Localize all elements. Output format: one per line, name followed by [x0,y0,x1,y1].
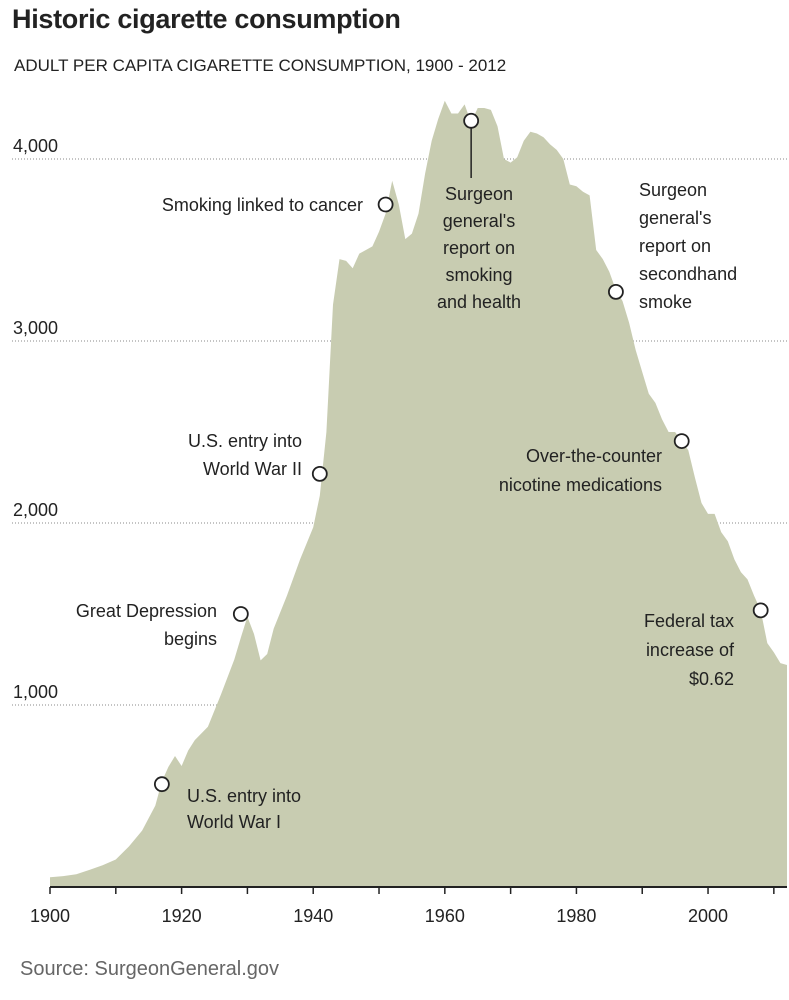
annotation-label: U.S. entry into [188,431,302,451]
annotation-marker [311,465,328,482]
axes: 1900 1920 1940 1960 1980 2000 [30,886,787,926]
x-tick-label: 1960 [425,906,465,926]
annotation-label: World War II [203,459,302,479]
annotation-label: nicotine medications [499,475,662,495]
annotation-label: secondhand [639,264,737,284]
chart-subtitle: ADULT PER CAPITA CIGARETTE CONSUMPTION, … [14,56,507,75]
annotation-label: begins [164,629,217,649]
annotation-label: and health [437,292,521,312]
annotation-label: Over-the-counter [526,446,662,466]
y-tick-label: 1,000 [13,682,58,702]
annotation-marker [673,433,690,450]
x-tick-label: 1920 [162,906,202,926]
annotation-marker [153,776,170,793]
annotation-marker [608,283,624,300]
source-note: Source: SurgeonGeneral.gov [20,958,280,980]
annotation-label: Great Depression [76,601,217,621]
annotation-marker [463,112,480,129]
annotation-marker [377,196,394,213]
x-tick-label: 1900 [30,906,70,926]
x-tick-label: 2000 [688,906,728,926]
annotation-label: U.S. entry into [187,786,301,806]
annotation-marker [232,606,249,622]
annotation-label: report on [639,236,711,256]
consumption-area [50,100,787,888]
annotation-label: report on [443,238,515,258]
annotation-label: smoking [445,265,512,285]
y-tick-label: 3,000 [13,318,58,338]
x-tick-label: 1980 [556,906,596,926]
annotations: U.S. entry into World War I Great Depressi… [76,112,769,832]
annotation-label: smoke [639,292,692,312]
annotation-marker [752,602,769,619]
annotation-label: increase of [646,640,735,660]
annotation-label: World War I [187,812,281,832]
annotation-label: general's [639,208,711,228]
chart-title: Historic cigarette consumption [12,4,401,34]
annotation-label: Smoking linked to cancer [162,195,363,215]
annotation-label: Surgeon [639,180,707,200]
y-tick-label: 4,000 [13,136,58,156]
annotation-label: Surgeon [445,184,513,204]
annotation-label: $0.62 [689,669,734,689]
annotation-label: general's [443,211,515,231]
annotation-label: Federal tax [644,611,734,631]
y-tick-label: 2,000 [13,500,58,520]
x-tick-label: 1940 [293,906,333,926]
